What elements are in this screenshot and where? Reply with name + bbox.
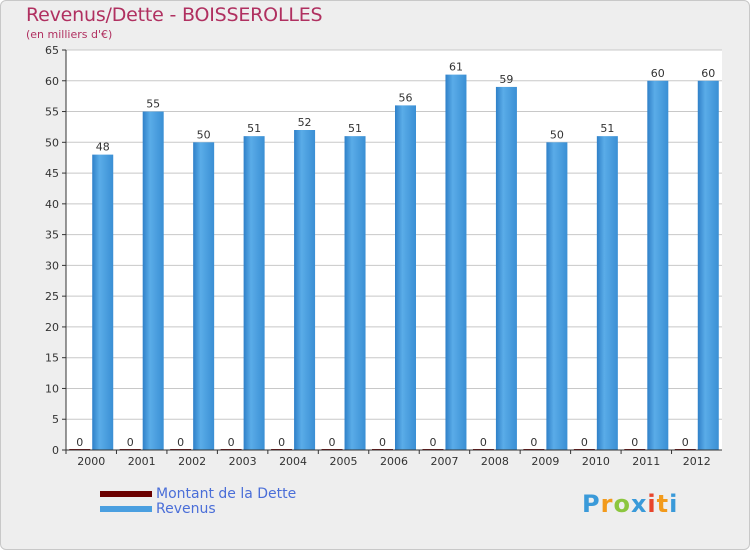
bar-revenus	[546, 142, 568, 451]
data-label-dette: 0	[682, 436, 689, 449]
y-tick-label: 45	[45, 167, 59, 180]
y-tick-label: 30	[45, 259, 59, 272]
data-label-dette: 0	[530, 436, 537, 449]
data-label-revenus: 51	[600, 122, 614, 135]
x-tick-label: 2003	[229, 455, 257, 468]
bar-revenus	[344, 136, 366, 450]
data-label-dette: 0	[228, 436, 235, 449]
proxiti-logo: Proxiti	[582, 490, 679, 518]
legend-swatch-dette	[100, 491, 152, 497]
data-label-revenus: 51	[247, 122, 261, 135]
x-tick-label: 2009	[531, 455, 559, 468]
y-tick-label: 15	[45, 352, 59, 365]
y-tick-label: 25	[45, 290, 59, 303]
data-label-revenus: 61	[449, 61, 463, 74]
bar-revenus	[596, 136, 618, 450]
x-tick-label: 2012	[683, 455, 711, 468]
x-tick-label: 2002	[178, 455, 206, 468]
data-label-revenus: 50	[550, 128, 564, 141]
y-tick-label: 65	[45, 44, 59, 57]
legend-label-dette: Montant de la Dette	[156, 486, 297, 502]
chart-title: Revenus/Dette - BOISSEROLLES	[26, 4, 323, 26]
chart-subtitle: (en milliers d'€)	[26, 28, 113, 41]
x-tick-label: 2011	[632, 455, 660, 468]
data-label-dette: 0	[379, 436, 386, 449]
y-tick-label: 0	[52, 444, 59, 457]
data-label-dette: 0	[278, 436, 285, 449]
y-tick-label: 55	[45, 106, 59, 119]
y-tick-label: 5	[52, 413, 59, 426]
y-tick-label: 10	[45, 382, 59, 395]
bar-revenus	[647, 80, 669, 451]
y-tick-label: 40	[45, 198, 59, 211]
bar-revenus	[445, 74, 467, 450]
x-tick-label: 2010	[582, 455, 610, 468]
data-label-revenus: 60	[701, 67, 715, 80]
data-label-dette: 0	[631, 436, 638, 449]
data-label-revenus: 52	[298, 116, 312, 129]
data-label-dette: 0	[480, 436, 487, 449]
data-label-revenus: 59	[499, 73, 513, 86]
y-tick-label: 60	[45, 75, 59, 88]
bar-revenus	[395, 105, 416, 450]
legend-swatch-revenus	[100, 506, 152, 512]
data-label-revenus: 51	[348, 122, 362, 135]
data-label-revenus: 60	[651, 67, 665, 80]
data-label-revenus: 56	[399, 91, 413, 104]
data-label-revenus: 55	[146, 98, 160, 111]
data-label-revenus: 48	[96, 141, 110, 154]
legend-label-revenus: Revenus	[156, 501, 216, 517]
y-tick-label: 20	[45, 321, 59, 334]
data-label-dette: 0	[177, 436, 184, 449]
bar-revenus	[193, 142, 215, 451]
x-tick-label: 2007	[430, 455, 458, 468]
bar-revenus	[142, 111, 164, 451]
data-label-dette: 0	[76, 436, 83, 449]
x-tick-label: 2005	[330, 455, 358, 468]
plot-area	[66, 50, 722, 450]
data-label-dette: 0	[127, 436, 134, 449]
data-label-revenus: 50	[197, 128, 211, 141]
data-label-dette: 0	[581, 436, 588, 449]
x-tick-label: 2004	[279, 455, 307, 468]
bar-revenus	[92, 154, 114, 450]
y-tick-label: 50	[45, 136, 59, 149]
y-tick-label: 35	[45, 229, 59, 242]
x-tick-label: 2000	[77, 455, 105, 468]
bar-revenus	[294, 130, 316, 450]
bar-revenus	[495, 86, 517, 450]
x-tick-label: 2008	[481, 455, 509, 468]
bar-revenus	[697, 80, 719, 451]
x-tick-label: 2001	[128, 455, 156, 468]
data-label-dette: 0	[429, 436, 436, 449]
data-label-dette: 0	[329, 436, 336, 449]
bar-revenus	[243, 136, 265, 450]
x-tick-label: 2006	[380, 455, 408, 468]
